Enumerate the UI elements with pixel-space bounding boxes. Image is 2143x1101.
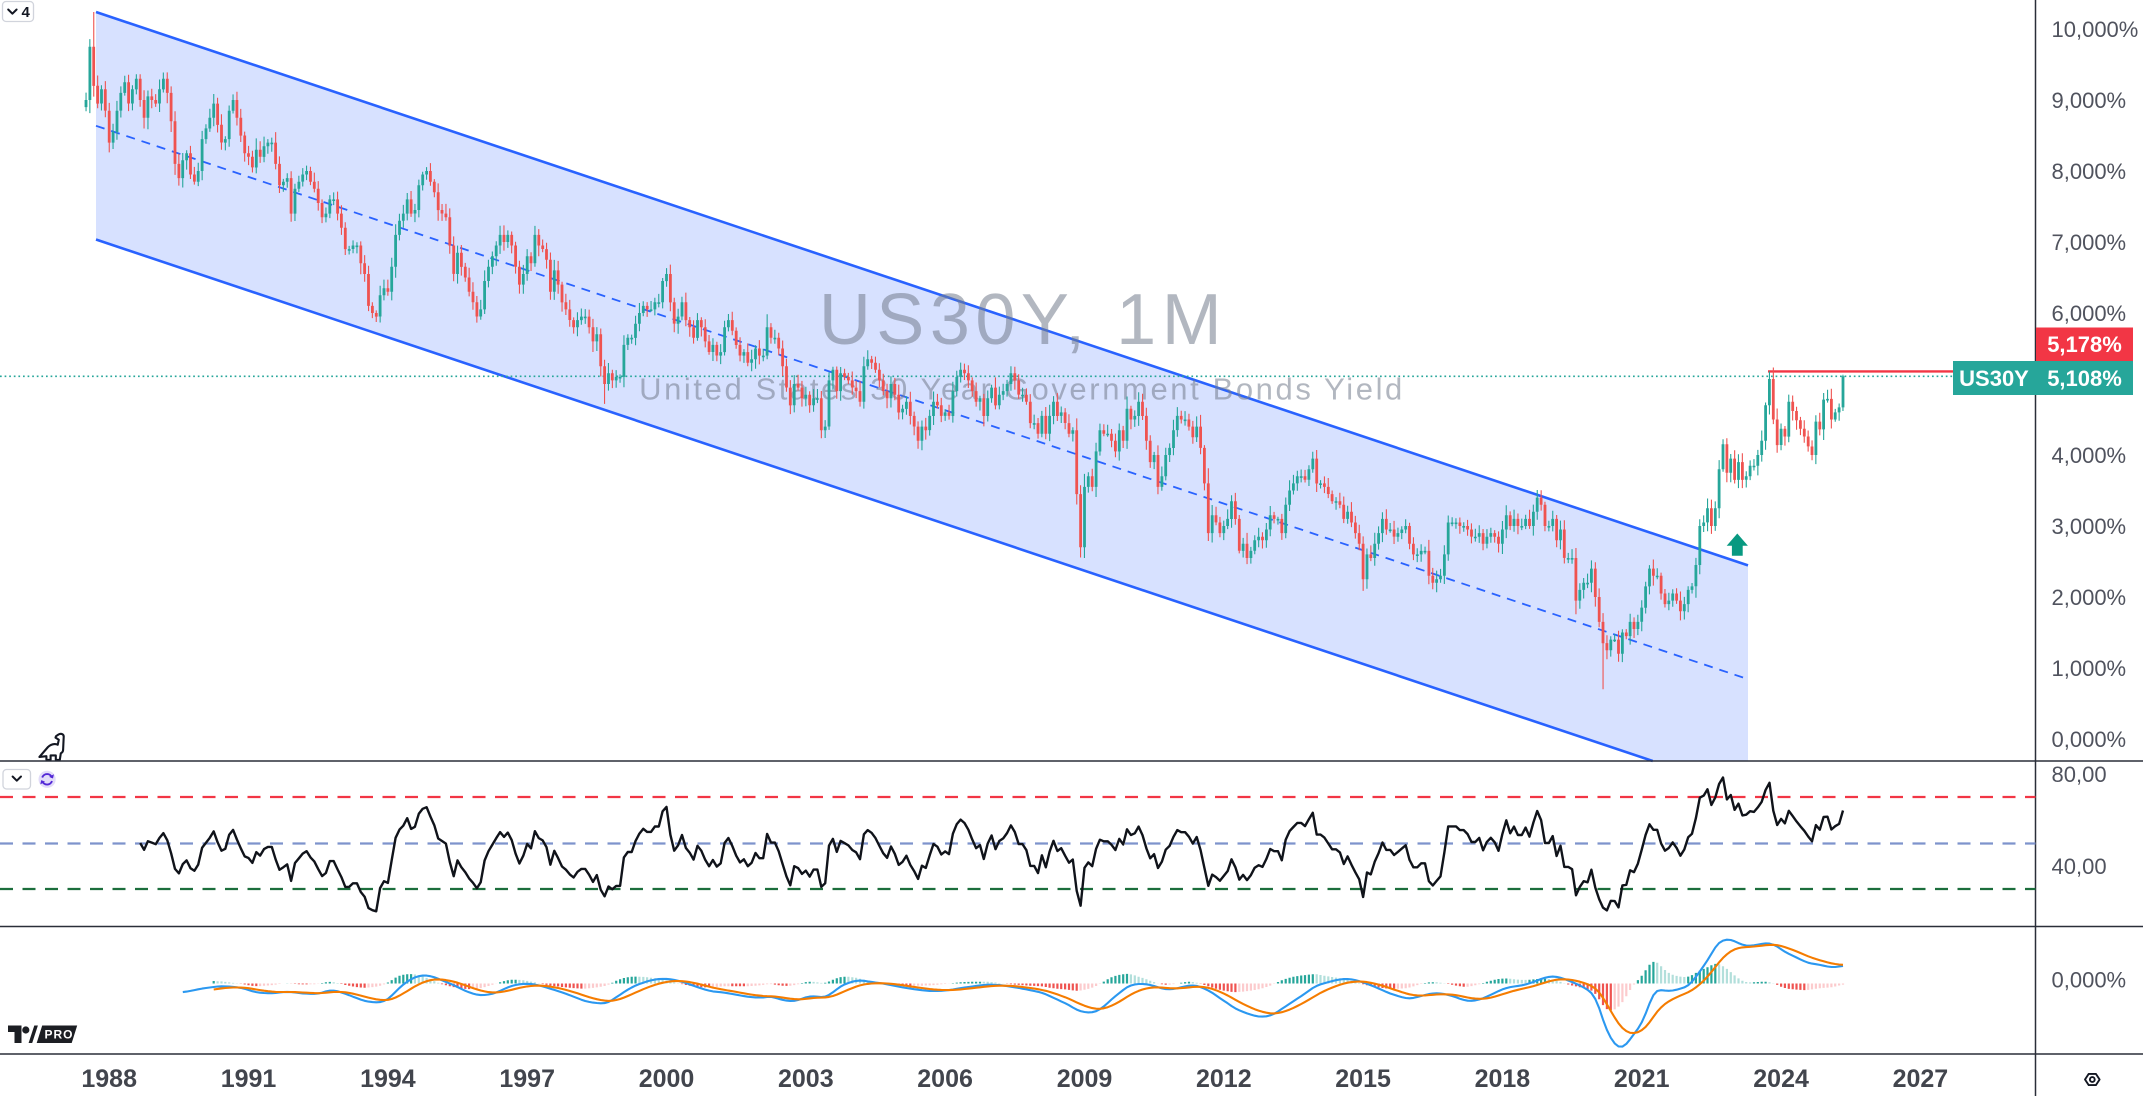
svg-text:5,108%: 5,108% <box>2047 366 2122 391</box>
svg-text:2,000%: 2,000% <box>2052 585 2127 610</box>
svg-text:1991: 1991 <box>221 1065 277 1093</box>
svg-text:0,000%: 0,000% <box>2052 968 2127 993</box>
svg-text:US30Y, 1M: US30Y, 1M <box>819 280 1227 360</box>
svg-text:4: 4 <box>22 4 31 21</box>
svg-text:8,000%: 8,000% <box>2052 159 2127 184</box>
svg-text:1997: 1997 <box>499 1065 555 1093</box>
svg-text:2009: 2009 <box>1057 1065 1113 1093</box>
svg-text:2021: 2021 <box>1614 1065 1670 1093</box>
svg-text:80,00: 80,00 <box>2052 762 2107 787</box>
svg-text:1,000%: 1,000% <box>2052 656 2127 681</box>
svg-text:2024: 2024 <box>1753 1065 1809 1093</box>
svg-text:2015: 2015 <box>1335 1065 1391 1093</box>
svg-text:US30Y: US30Y <box>1959 366 2029 391</box>
svg-text:1988: 1988 <box>81 1065 137 1093</box>
svg-text:2003: 2003 <box>778 1065 834 1093</box>
svg-text:40,00: 40,00 <box>2052 854 2107 879</box>
svg-text:2000: 2000 <box>639 1065 695 1093</box>
svg-text:9,000%: 9,000% <box>2052 88 2127 113</box>
svg-text:2027: 2027 <box>1893 1065 1949 1093</box>
svg-text:2006: 2006 <box>917 1065 973 1093</box>
svg-text:4,000%: 4,000% <box>2052 443 2127 468</box>
svg-text:10,000%: 10,000% <box>2052 17 2139 42</box>
svg-text:7,000%: 7,000% <box>2052 230 2127 255</box>
svg-text:0,000%: 0,000% <box>2052 727 2127 752</box>
svg-text:1994: 1994 <box>360 1065 416 1093</box>
svg-text:5,178%: 5,178% <box>2047 332 2122 357</box>
svg-text:2018: 2018 <box>1475 1065 1531 1093</box>
svg-text:PRO: PRO <box>45 1028 74 1042</box>
svg-text:3,000%: 3,000% <box>2052 514 2127 539</box>
svg-text:2012: 2012 <box>1196 1065 1252 1093</box>
svg-text:6,000%: 6,000% <box>2052 301 2127 326</box>
svg-text:United States 30 Year Governme: United States 30 Year Government Bonds Y… <box>639 372 1405 407</box>
